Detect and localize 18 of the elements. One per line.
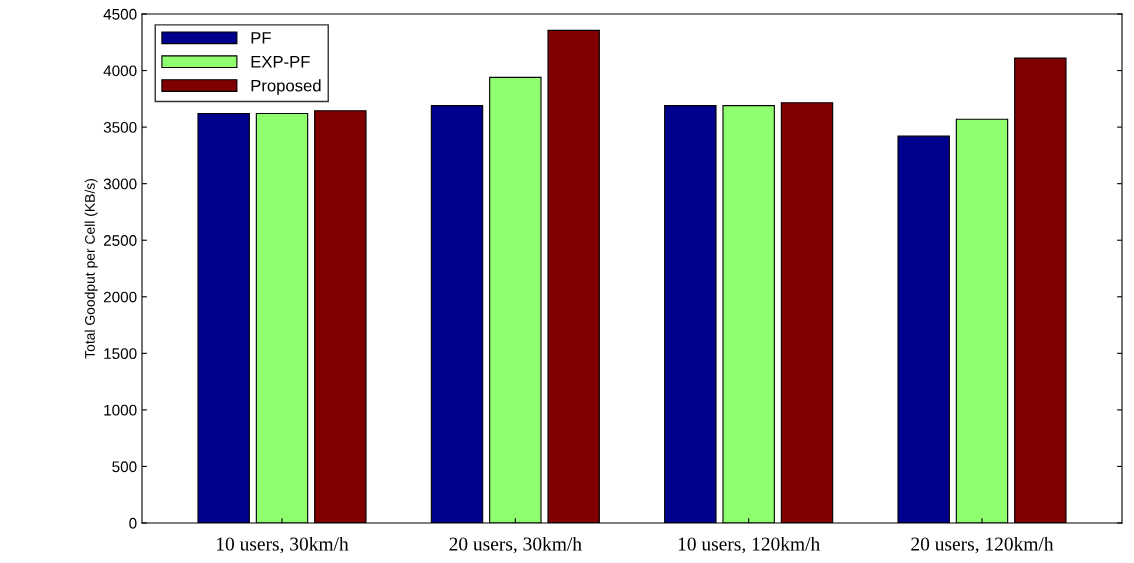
y-tick-label: 1500: [104, 348, 137, 360]
y-tick-label: 2000: [103, 291, 137, 303]
y-tick-label: 4000: [103, 65, 137, 77]
x-tick-label: 20 users, 120km/h: [911, 536, 1054, 554]
y-tick-label: 3000: [103, 178, 137, 190]
y-tick-label: 0: [129, 517, 137, 529]
x-tick-label: 20 users, 30km/h: [449, 536, 582, 554]
legend-label: Proposed: [251, 79, 321, 95]
y-tick-label: 2500: [103, 235, 137, 246]
y-tick-label: 1000: [104, 404, 137, 416]
y-tick-label: 4500: [103, 8, 137, 20]
y-tick-label: 3500: [103, 121, 137, 133]
x-tick-label: 10 users, 30km/h: [217, 536, 349, 554]
y-tick-label: 500: [112, 461, 137, 473]
y-axis-title: Total Goodput per Cell (KB/s): [84, 179, 98, 359]
x-tick-label: 10 users, 120km/h: [678, 536, 820, 554]
legend-label: EXP-PF: [251, 56, 310, 68]
legend-label: PF: [251, 32, 271, 44]
